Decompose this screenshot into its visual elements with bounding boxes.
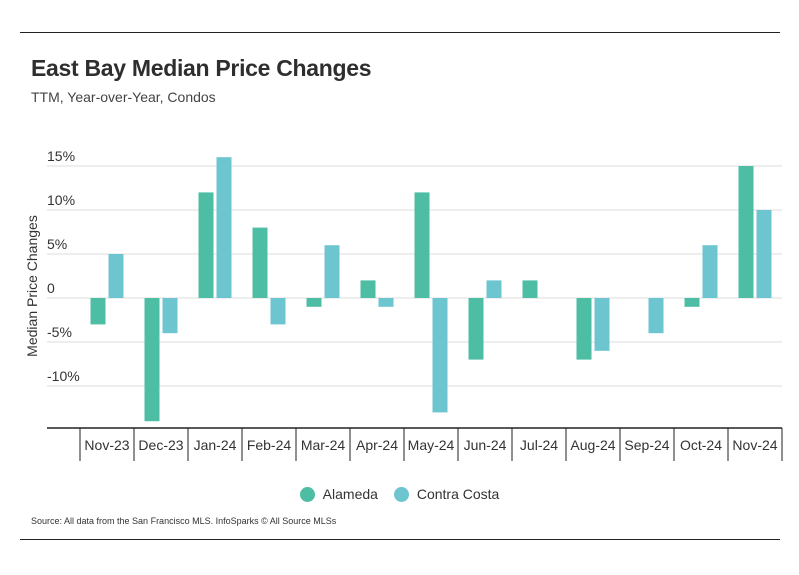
top-rule — [20, 32, 780, 33]
y-tick-label: -10% — [47, 368, 80, 384]
bar-chart: 15% 10% 5% 0 -5% -10% Nov-23 Dec-23 Jan-24 Feb-2… — [24, 148, 783, 461]
legend-item-contra-costa[interactable]: Contra Costa — [393, 486, 500, 502]
bar-alameda — [522, 280, 538, 298]
y-tick-label: 5% — [47, 236, 67, 252]
bar-contra-costa — [216, 157, 232, 298]
bar-contra-costa — [648, 298, 664, 334]
bottom-rule — [20, 539, 780, 540]
bar-alameda — [198, 192, 214, 298]
legend-item-alameda[interactable]: Alameda — [299, 486, 378, 502]
bar-contra-costa — [324, 245, 340, 298]
bar-contra-costa — [432, 298, 448, 413]
y-axis-title: Median Price Changes — [24, 215, 40, 357]
legend-label-contra-costa: Contra Costa — [416, 486, 500, 502]
bar-alameda — [738, 166, 754, 298]
bar-alameda — [252, 227, 268, 298]
bar-contra-costa — [270, 298, 286, 325]
bar-contra-costa — [378, 298, 394, 307]
x-tick-label: Apr-24 — [356, 437, 398, 453]
legend-swatch-alameda — [299, 486, 315, 502]
x-tick-label: Aug-24 — [570, 437, 615, 453]
x-tick-label: Jul-24 — [520, 437, 558, 453]
bar-alameda — [468, 298, 484, 360]
source-note: Source: All data from the San Francisco … — [31, 516, 337, 526]
bar-contra-costa — [486, 280, 502, 298]
bar-alameda — [576, 298, 592, 360]
bar-contra-costa — [594, 298, 610, 351]
legend: Alameda Contra Costa — [0, 486, 799, 505]
x-tick-label: Mar-24 — [301, 437, 346, 453]
axes: Nov-23 Dec-23 Jan-24 Feb-24 Mar-24 Apr-24 May-… — [47, 427, 783, 461]
bar-contra-costa — [162, 298, 178, 334]
chart-subtitle: TTM, Year-over-Year, Condos — [31, 89, 216, 105]
bar-contra-costa — [702, 245, 718, 298]
y-tick-label: 15% — [47, 148, 75, 164]
bar-alameda — [306, 298, 322, 307]
bar-alameda — [360, 280, 376, 298]
x-tick-label: Feb-24 — [247, 437, 292, 453]
legend-label-alameda: Alameda — [322, 486, 378, 502]
y-tick-label: 0 — [47, 280, 55, 296]
x-tick-label: Nov-24 — [732, 437, 777, 453]
bars — [90, 157, 772, 422]
legend-swatch-contra-costa — [393, 486, 409, 502]
x-tick-label: Nov-23 — [84, 437, 129, 453]
x-tick-label: Jun-24 — [464, 437, 507, 453]
bar-alameda — [414, 192, 430, 298]
x-tick-label: Dec-23 — [138, 437, 183, 453]
chart-title: East Bay Median Price Changes — [31, 55, 372, 81]
x-tick-label: May-24 — [408, 437, 455, 453]
x-tick-label: Sep-24 — [624, 437, 669, 453]
bar-alameda — [144, 298, 160, 422]
bar-contra-costa — [108, 254, 124, 298]
bar-alameda — [684, 298, 700, 307]
x-tick-label: Oct-24 — [680, 437, 722, 453]
bar-contra-costa — [756, 210, 772, 298]
y-tick-label: -5% — [47, 324, 72, 340]
bar-alameda — [90, 298, 106, 325]
x-tick-label: Jan-24 — [194, 437, 237, 453]
y-tick-label: 10% — [47, 192, 75, 208]
